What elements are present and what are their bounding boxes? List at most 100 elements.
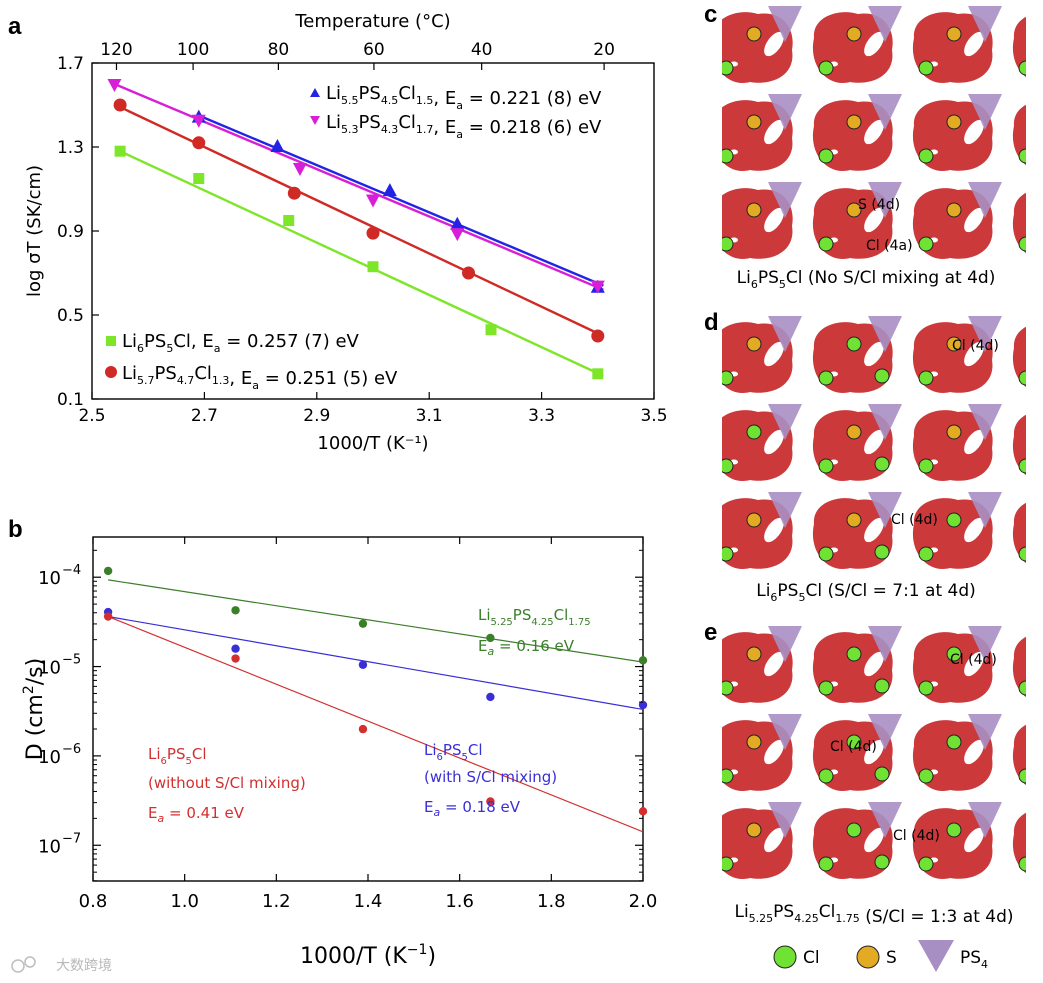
cl-atom xyxy=(918,546,934,562)
cl-atom xyxy=(918,768,934,784)
cl-atom xyxy=(918,236,934,252)
density-isosurface xyxy=(1012,724,1026,786)
legend-li55: Li5.5PS4.5Cl1.5, Ea = 0.221 (8) eV xyxy=(310,83,602,112)
cl-atom xyxy=(918,148,934,164)
watermark-logo-icon xyxy=(11,959,25,973)
ps4-tetrahedron xyxy=(768,6,802,42)
density-void xyxy=(1030,460,1038,465)
panel-d-label-cl4d-2: Cl (4d) xyxy=(891,512,938,528)
density-void xyxy=(1030,548,1038,553)
panel-b-point xyxy=(103,566,113,576)
cl-atom xyxy=(722,370,734,386)
cl-atom xyxy=(946,512,962,528)
cl-atom xyxy=(918,680,934,696)
panel-b-point xyxy=(486,692,495,702)
panel-a-point xyxy=(193,173,205,184)
cl-atom xyxy=(818,60,834,76)
density-isosurface xyxy=(1012,502,1026,564)
panel-b-xtick-label: 0.8 xyxy=(79,891,108,912)
panel-a-point xyxy=(113,98,127,112)
panel-b-point xyxy=(231,654,240,663)
s-atom xyxy=(846,202,862,218)
cl-atom xyxy=(818,236,834,252)
panel-b-xlabel: 1000/T (K−1) xyxy=(300,942,436,969)
structure-bg xyxy=(722,0,1026,2)
panel-b-ytick-exponent: −7 xyxy=(62,831,81,846)
panel-a-point xyxy=(292,163,307,176)
panel-b-xtick-label: 1.6 xyxy=(445,891,474,912)
ps4-tetrahedron xyxy=(768,714,802,750)
cl-atom xyxy=(874,678,890,694)
s-atom xyxy=(746,822,762,838)
panel-b-point xyxy=(638,807,648,816)
structure-bg xyxy=(722,310,1026,312)
cl-atom xyxy=(722,148,734,164)
ps4-tetrahedron xyxy=(868,802,902,838)
svg-text:Li5.5PS4.5Cl1.5, Ea = 0.221 (8: Li5.5PS4.5Cl1.5, Ea = 0.221 (8) eV xyxy=(326,83,602,112)
cl-atom xyxy=(1018,458,1026,474)
density-void xyxy=(764,207,784,233)
legend-li6-marker xyxy=(106,336,116,346)
density-void xyxy=(764,739,784,765)
cl-atom xyxy=(746,424,762,440)
cl-atom xyxy=(722,236,734,252)
legend-li53-marker xyxy=(310,116,320,125)
cl-atom xyxy=(1018,856,1026,872)
ps4-tetrahedron xyxy=(968,802,1002,838)
density-void xyxy=(964,827,984,853)
panel-a-top-tick-label: 80 xyxy=(268,40,290,60)
anno-red-line2: (without S/Cl mixing) xyxy=(148,774,306,792)
panel-a-point xyxy=(592,368,604,380)
cl-atom xyxy=(874,544,890,560)
panel-a-top-tick-label: 120 xyxy=(100,40,132,60)
panel-a-ytick-label: 0.1 xyxy=(57,390,84,410)
panel-a-top-tick-label: 20 xyxy=(593,40,615,60)
density-void xyxy=(764,651,784,677)
cl-atom xyxy=(946,646,962,662)
s-atom xyxy=(746,202,762,218)
density-void xyxy=(864,31,884,57)
anno-blue-formula: Li6PS5Cl xyxy=(424,741,483,763)
panel-b-letter: b xyxy=(8,516,23,543)
cl-atom xyxy=(722,60,734,76)
panel-a-xtick-label: 2.9 xyxy=(303,406,330,426)
s-atom xyxy=(946,114,962,130)
cl-atom xyxy=(1018,60,1026,76)
anno-green-ea: Ea = 0.16 eV xyxy=(478,637,575,658)
panel-b-ytick-exponent: −6 xyxy=(62,742,81,757)
s-atom xyxy=(846,26,862,42)
legend-li57-marker xyxy=(105,366,117,378)
density-void xyxy=(1030,372,1038,377)
density-isosurface xyxy=(1012,812,1026,874)
panel-a-fit-line xyxy=(119,150,604,377)
density-isosurface xyxy=(1012,326,1026,388)
ps4-tetrahedron xyxy=(768,94,802,130)
panel-a-point xyxy=(107,79,122,92)
ps4-tetrahedron xyxy=(868,404,902,440)
panel-b-point xyxy=(103,612,113,621)
anno-red-formula: Li6PS5Cl xyxy=(148,745,207,767)
density-void xyxy=(964,31,984,57)
density-isosurface xyxy=(1012,636,1026,698)
panel-b-ytick-exponent: −5 xyxy=(62,653,81,668)
panel-a-point xyxy=(462,266,476,280)
ps4-tetrahedron xyxy=(768,316,802,352)
structure-legend: Cl S PS4 xyxy=(773,940,988,972)
panel-b-xtick-label: 2.0 xyxy=(629,891,658,912)
panel-e-caption: Li5.25PS4.25Cl1.75 (S/Cl = 1:3 at 4d) xyxy=(734,902,1013,927)
panel-a-point xyxy=(192,136,206,150)
structure-bg xyxy=(722,620,1026,622)
ps4-tetrahedron xyxy=(968,404,1002,440)
panel-a-xtick-label: 2.5 xyxy=(78,406,105,426)
density-void xyxy=(764,341,784,367)
panel-a-ytick-label: 1.7 xyxy=(57,54,84,74)
legend-li55-marker xyxy=(310,88,320,97)
legend-cl-label: Cl xyxy=(803,948,820,968)
density-void xyxy=(964,429,984,455)
cl-atom xyxy=(722,856,734,872)
density-void xyxy=(864,119,884,145)
s-atom xyxy=(746,26,762,42)
panel-b-xtick-label: 1.2 xyxy=(262,891,291,912)
cl-atom xyxy=(722,458,734,474)
ps4-tetrahedron xyxy=(968,316,1002,352)
